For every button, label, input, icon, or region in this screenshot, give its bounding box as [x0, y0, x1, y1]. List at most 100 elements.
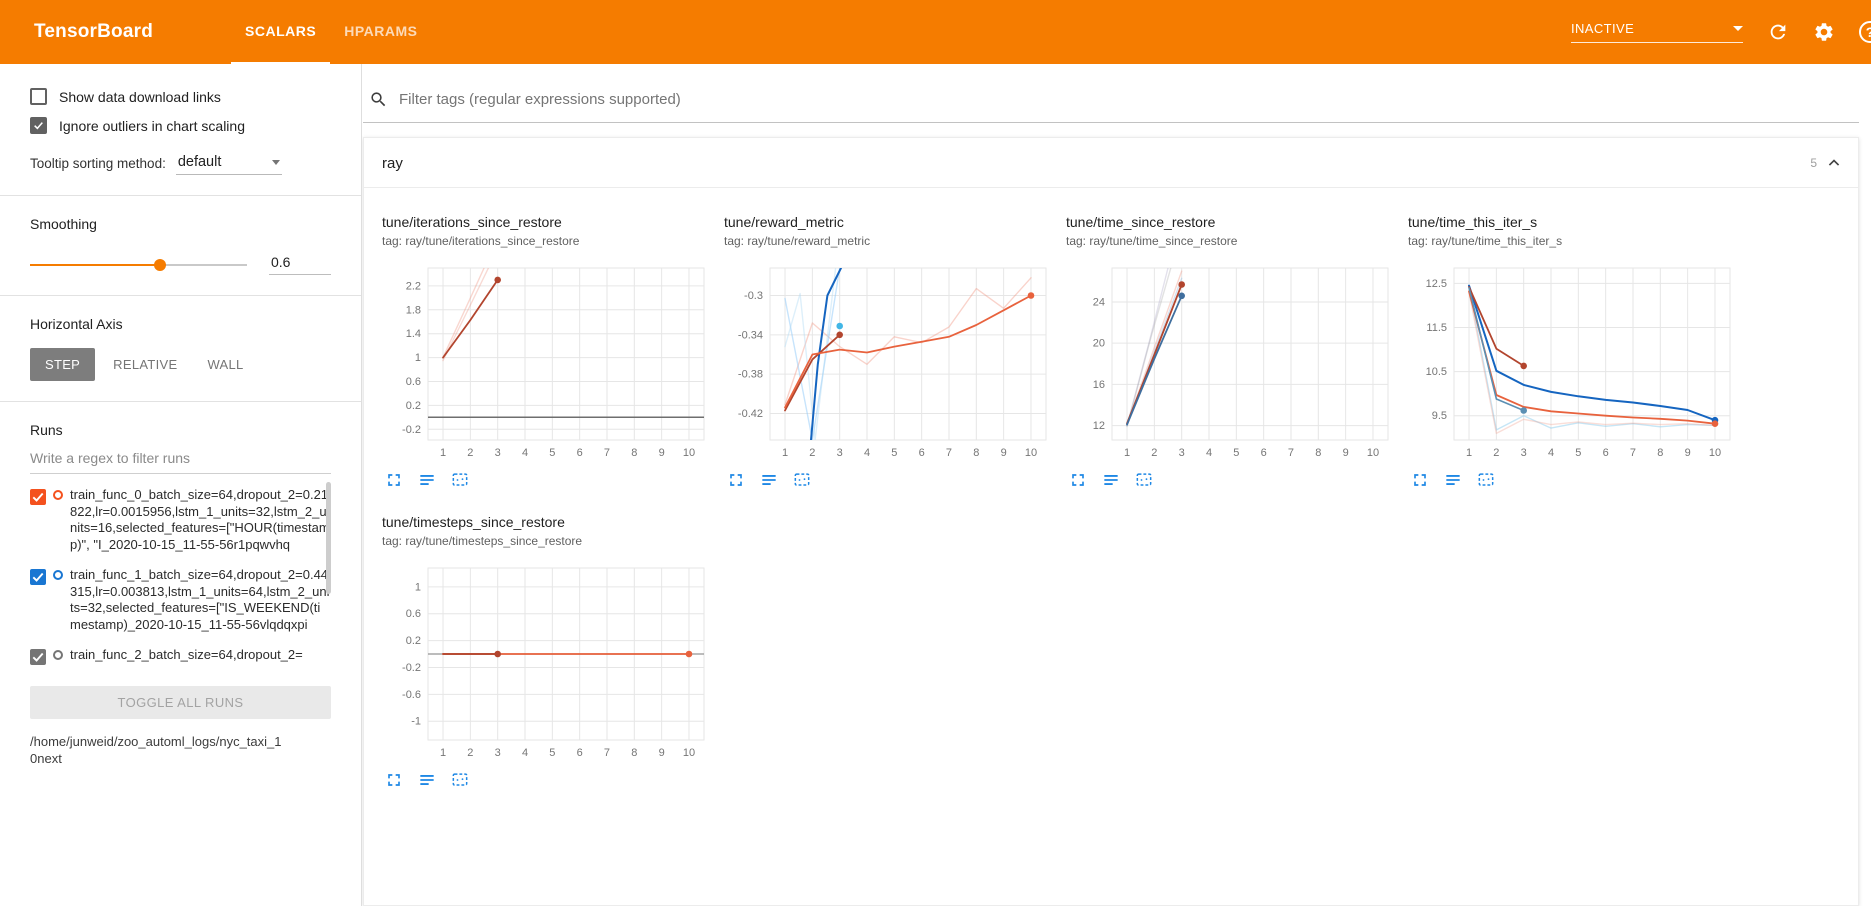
expand-chart-icon[interactable] — [726, 470, 746, 490]
tooltip-sorting-select[interactable]: default — [175, 154, 282, 175]
divider — [0, 195, 361, 196]
run-checkbox[interactable] — [30, 569, 46, 585]
tag-filter-input[interactable] — [399, 91, 1859, 108]
svg-text:3: 3 — [495, 447, 501, 459]
svg-text:3: 3 — [495, 747, 501, 759]
svg-text:1.8: 1.8 — [406, 304, 421, 316]
runs-scrollbar[interactable] — [326, 482, 331, 594]
run-color-ring[interactable] — [53, 490, 63, 500]
fit-domain-icon[interactable] — [450, 770, 470, 790]
axis-relative-button[interactable]: RELATIVE — [101, 348, 189, 381]
show-download-links-checkbox[interactable] — [30, 88, 47, 105]
svg-text:10: 10 — [1367, 447, 1379, 459]
chart-card-time-since-restore: tune/time_since_restore tag: ray/tune/ti… — [1066, 214, 1408, 490]
data-lines-icon[interactable] — [1443, 470, 1463, 490]
axis-wall-button[interactable]: WALL — [195, 348, 255, 381]
show-download-links-label: Show data download links — [59, 88, 221, 105]
fit-domain-icon[interactable] — [450, 470, 470, 490]
help-icon[interactable]: ? — [1859, 21, 1871, 43]
svg-text:3: 3 — [1179, 447, 1185, 459]
svg-text:2: 2 — [467, 747, 473, 759]
svg-text:2: 2 — [1151, 447, 1157, 459]
expand-chart-icon[interactable] — [384, 770, 404, 790]
expand-chart-icon[interactable] — [1410, 470, 1430, 490]
run-color-ring[interactable] — [53, 650, 63, 660]
runs-filter-input[interactable] — [30, 442, 331, 474]
ignore-outliers-checkbox[interactable] — [30, 117, 47, 134]
chart-plot[interactable]: -1 -0.6 -0.2 0.2 0.6 1 1 2 3 4 5 6 7 8 9 10 — [382, 560, 724, 766]
chart-tag: tag: ray/tune/iterations_since_restore — [382, 234, 580, 248]
svg-text:1: 1 — [782, 447, 788, 459]
run-row[interactable]: train_func_1_batch_size=64,dropout_2=0.4… — [30, 556, 331, 636]
svg-text:2: 2 — [1493, 447, 1499, 459]
svg-text:7: 7 — [1288, 447, 1294, 459]
svg-text:6: 6 — [577, 447, 583, 459]
ignore-outliers-row[interactable]: Ignore outliers in chart scaling — [30, 117, 331, 134]
svg-text:7: 7 — [604, 747, 610, 759]
smoothing-slider[interactable] — [30, 258, 247, 272]
settings-gear-icon[interactable] — [1813, 21, 1835, 43]
svg-text:1: 1 — [1466, 447, 1472, 459]
data-lines-icon[interactable] — [1101, 470, 1121, 490]
chart-plot[interactable]: 9.5 10.5 11.5 12.5 1 2 3 4 5 6 7 8 9 10 — [1408, 260, 1750, 466]
chart-plot[interactable]: 12 16 20 24 1 2 3 4 5 6 7 8 9 10 — [1066, 260, 1408, 466]
toggle-all-runs-button[interactable]: TOGGLE ALL RUNS — [30, 686, 331, 719]
smoothing-value-input[interactable]: 0.6 — [269, 254, 331, 275]
svg-text:2.2: 2.2 — [406, 280, 421, 292]
run-name: train_func_1_batch_size=64,dropout_2=0.4… — [70, 567, 330, 632]
svg-text:4: 4 — [522, 747, 528, 759]
refresh-icon[interactable] — [1767, 21, 1789, 43]
fit-domain-icon[interactable] — [1134, 470, 1154, 490]
show-download-links-row[interactable]: Show data download links — [30, 88, 331, 105]
expand-chart-icon[interactable] — [1068, 470, 1088, 490]
chevron-up-icon[interactable] — [1824, 153, 1844, 173]
data-lines-icon[interactable] — [759, 470, 779, 490]
svg-text:2: 2 — [809, 447, 815, 459]
run-checkbox[interactable] — [30, 489, 46, 505]
svg-text:12.5: 12.5 — [1426, 278, 1447, 290]
fit-domain-icon[interactable] — [792, 470, 812, 490]
tab-hparams[interactable]: HPARAMS — [344, 23, 418, 39]
svg-text:-0.2: -0.2 — [402, 424, 421, 436]
svg-text:10.5: 10.5 — [1426, 366, 1447, 378]
svg-text:6: 6 — [1603, 447, 1609, 459]
chart-tag: tag: ray/tune/time_since_restore — [1066, 234, 1238, 248]
svg-text:5: 5 — [1575, 447, 1581, 459]
tag-filter-row[interactable] — [363, 90, 1859, 123]
search-icon — [371, 92, 386, 107]
chart-plot[interactable]: -0.42 -0.38 -0.34 -0.3 1 2 3 4 5 6 7 8 9 10 — [724, 260, 1066, 466]
svg-text:-1: -1 — [411, 716, 421, 728]
tag-group-count: 5 — [1810, 156, 1817, 170]
svg-text:9: 9 — [1343, 447, 1349, 459]
data-lines-icon[interactable] — [417, 770, 437, 790]
run-row[interactable]: train_func_2_batch_size=64,dropout_2= — [30, 636, 331, 668]
tab-scalars[interactable]: SCALARS — [231, 0, 331, 64]
svg-text:9.5: 9.5 — [1432, 410, 1447, 422]
svg-text:0.6: 0.6 — [406, 608, 421, 620]
axis-step-button[interactable]: STEP — [30, 348, 96, 381]
svg-text:9: 9 — [1685, 447, 1691, 459]
run-checkbox[interactable] — [30, 649, 46, 665]
run-row[interactable]: train_func_0_batch_size=64,dropout_2=0.2… — [30, 476, 331, 556]
run-name: train_func_0_batch_size=64,dropout_2=0.2… — [70, 487, 330, 552]
svg-text:7: 7 — [946, 447, 952, 459]
svg-text:20: 20 — [1093, 338, 1105, 350]
svg-text:9: 9 — [659, 447, 665, 459]
fit-domain-icon[interactable] — [1476, 470, 1496, 490]
svg-text:8: 8 — [631, 747, 637, 759]
chevron-down-icon — [1733, 26, 1743, 31]
tag-group-header[interactable]: ray 5 — [364, 138, 1858, 188]
tooltip-sorting-value: default — [177, 154, 222, 170]
chart-plot[interactable]: -0.2 0.2 0.6 1 1.4 1.8 2.2 1 2 3 4 5 6 7 8 9 10 — [382, 260, 724, 466]
svg-text:16: 16 — [1093, 379, 1105, 391]
data-lines-icon[interactable] — [417, 470, 437, 490]
data-status-select[interactable]: INACTIVE — [1571, 21, 1743, 43]
run-color-ring[interactable] — [53, 570, 63, 580]
divider — [0, 295, 361, 296]
chart-tag: tag: ray/tune/time_this_iter_s — [1408, 234, 1563, 248]
expand-chart-icon[interactable] — [384, 470, 404, 490]
smoothing-label: Smoothing — [30, 216, 97, 232]
run-name: train_func_2_batch_size=64,dropout_2= — [70, 647, 303, 662]
svg-text:12: 12 — [1093, 420, 1105, 432]
slider-thumb[interactable] — [154, 258, 167, 271]
